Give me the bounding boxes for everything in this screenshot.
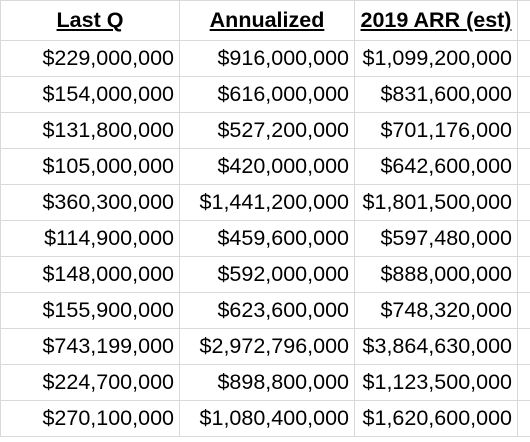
arr-2019-est-cell[interactable]: $701,176,000 [354,112,518,149]
empty-cell[interactable] [517,256,530,293]
annualized-cell[interactable]: $1,080,400,000 [179,400,355,437]
last-q-cell[interactable]: $114,900,000 [0,220,180,257]
annualized-cell[interactable]: $420,000,000 [179,148,355,185]
last-q-cell[interactable]: $229,000,000 [0,40,180,77]
column-header-last-q[interactable]: Last Q [0,0,180,41]
table-row: $155,900,000 $623,600,000 $748,320,000 [0,292,530,329]
annualized-cell[interactable]: $623,600,000 [179,292,355,329]
annualized-cell[interactable]: $616,000,000 [179,76,355,113]
empty-cell[interactable] [517,40,530,77]
table-row: $148,000,000 $592,000,000 $888,000,000 [0,256,530,293]
table-row: $114,900,000 $459,600,000 $597,480,000 [0,220,530,257]
empty-cell[interactable] [517,0,530,41]
last-q-cell[interactable]: $360,300,000 [0,184,180,221]
arr-2019-est-cell[interactable]: $1,123,500,000 [354,364,518,401]
column-header-annualized[interactable]: Annualized [179,0,355,41]
empty-cell[interactable] [517,112,530,149]
arr-2019-est-cell[interactable]: $748,320,000 [354,292,518,329]
table-row: $131,800,000 $527,200,000 $701,176,000 [0,112,530,149]
empty-cell[interactable] [517,400,530,437]
empty-cell[interactable] [517,220,530,257]
arr-2019-est-cell[interactable]: $1,801,500,000 [354,184,518,221]
last-q-cell[interactable]: $743,199,000 [0,328,180,365]
arr-2019-est-cell[interactable]: $1,099,200,000 [354,40,518,77]
last-q-cell[interactable]: $155,900,000 [0,292,180,329]
arr-2019-est-cell[interactable]: $642,600,000 [354,148,518,185]
annualized-cell[interactable]: $459,600,000 [179,220,355,257]
table-row: $229,000,000 $916,000,000 $1,099,200,000 [0,40,530,77]
last-q-cell[interactable]: $131,800,000 [0,112,180,149]
annualized-cell[interactable]: $916,000,000 [179,40,355,77]
empty-cell[interactable] [517,184,530,221]
annualized-cell[interactable]: $898,800,000 [179,364,355,401]
header-row: Last Q Annualized 2019 ARR (est) [0,0,530,41]
arr-2019-est-cell[interactable]: $831,600,000 [354,76,518,113]
table-row: $105,000,000 $420,000,000 $642,600,000 [0,148,530,185]
arr-2019-est-cell[interactable]: $3,864,630,000 [354,328,518,365]
empty-cell[interactable] [517,76,530,113]
table-row: $154,000,000 $616,000,000 $831,600,000 [0,76,530,113]
table-row: $224,700,000 $898,800,000 $1,123,500,000 [0,364,530,401]
empty-cell[interactable] [517,328,530,365]
empty-cell[interactable] [517,148,530,185]
annualized-cell[interactable]: $1,441,200,000 [179,184,355,221]
column-header-2019-arr-est[interactable]: 2019 ARR (est) [354,0,518,41]
last-q-cell[interactable]: $148,000,000 [0,256,180,293]
arr-2019-est-cell[interactable]: $597,480,000 [354,220,518,257]
empty-cell[interactable] [517,292,530,329]
last-q-cell[interactable]: $224,700,000 [0,364,180,401]
arr-2019-est-cell[interactable]: $1,620,600,000 [354,400,518,437]
last-q-cell[interactable]: $154,000,000 [0,76,180,113]
table-row: $360,300,000 $1,441,200,000 $1,801,500,000 [0,184,530,221]
annualized-cell[interactable]: $2,972,796,000 [179,328,355,365]
empty-cell[interactable] [517,364,530,401]
annualized-cell[interactable]: $592,000,000 [179,256,355,293]
table-row: $743,199,000 $2,972,796,000 $3,864,630,000 [0,328,530,365]
last-q-cell[interactable]: $105,000,000 [0,148,180,185]
arr-2019-est-cell[interactable]: $888,000,000 [354,256,518,293]
annualized-cell[interactable]: $527,200,000 [179,112,355,149]
table-row: $270,100,000 $1,080,400,000 $1,620,600,000 [0,400,530,437]
last-q-cell[interactable]: $270,100,000 [0,400,180,437]
